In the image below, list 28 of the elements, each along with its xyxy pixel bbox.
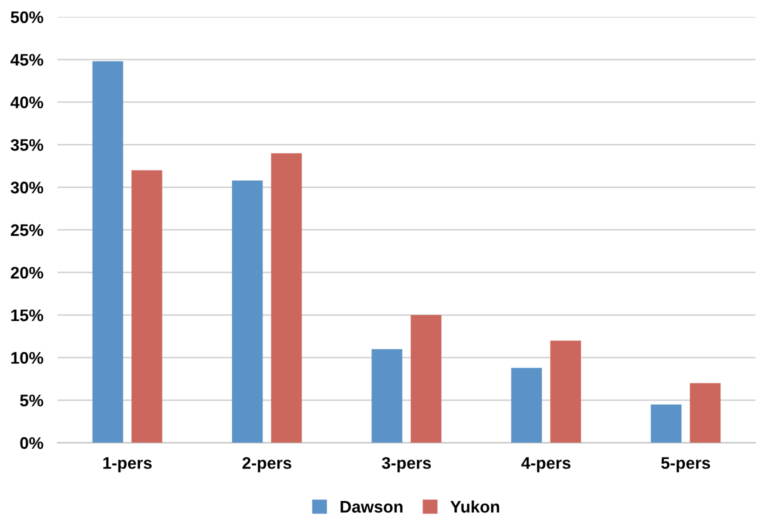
y-tick-label: 20% [10,266,44,279]
bar [650,404,682,443]
bar [372,349,402,443]
y-tick-label: 5% [20,394,44,406]
bar [550,340,582,443]
y-tick-label: 40% [10,96,44,108]
x-tick-label: 3-pers [382,457,431,472]
y-tick-label: 15% [11,309,44,322]
legend-label: Dawson [340,501,402,513]
bar [132,170,162,443]
bar [511,368,542,443]
y-tick-label: 30% [10,182,44,194]
y-tick-label: 35% [10,139,44,151]
bar [271,153,302,443]
y-tick-label: 50% [10,11,44,24]
x-tick-label: 4-pers [521,457,570,472]
y-tick-label: 0% [20,437,44,449]
y-tick-label: 45% [10,54,44,66]
x-tick-label: 5-pers [661,457,710,472]
x-tick-label: 1-pers [103,457,152,472]
bar [92,61,124,443]
y-tick-label: 10% [11,352,44,364]
bar [232,180,263,443]
x-tick-label: 2-pers [242,457,292,472]
bar [690,383,721,443]
legend-label: Yukon [450,500,500,513]
bar [410,315,442,443]
y-tick-label: 25% [10,224,44,236]
